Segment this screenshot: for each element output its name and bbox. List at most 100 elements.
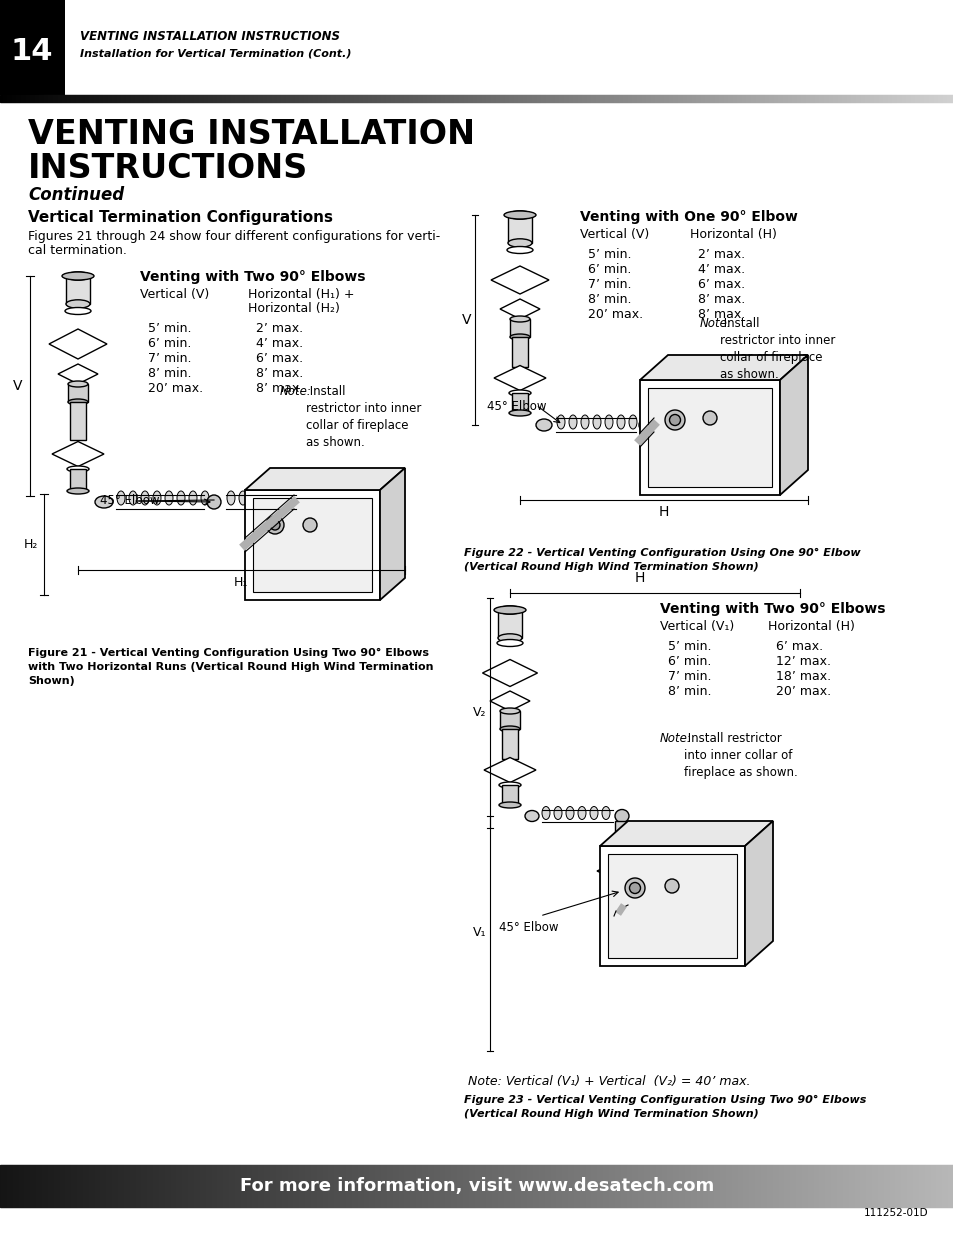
Text: 6’ min.: 6’ min. [148,337,192,350]
Bar [630,1165,631,1207]
Bar [496,95,497,103]
Bar [604,1165,605,1207]
Bar [301,1165,302,1207]
Bar [775,95,776,103]
Bar [747,1165,748,1207]
Bar [95,95,96,103]
Bar [501,1165,502,1207]
Bar [710,1165,711,1207]
Bar [63,1165,64,1207]
Bar [926,95,927,103]
Bar [477,95,478,103]
Bar [117,95,118,103]
Bar [673,95,675,103]
Bar [41,1165,42,1207]
Bar [739,95,740,103]
Bar [486,1165,488,1207]
Bar [739,1165,740,1207]
Bar [330,1165,331,1207]
Bar [81,95,82,103]
Bar [144,1165,145,1207]
Bar [388,1165,389,1207]
Bar [54,95,55,103]
Bar [540,95,541,103]
Bar [433,1165,434,1207]
Bar [213,1165,214,1207]
Text: 7’ min.: 7’ min. [667,671,711,683]
Bar [931,95,932,103]
Bar [263,95,264,103]
Bar [771,1165,772,1207]
Bar [799,1165,800,1207]
Ellipse shape [165,492,172,505]
Bar [605,1165,606,1207]
Text: Install
restrictor into inner
collar of fireplace
as shown.: Install restrictor into inner collar of … [306,385,421,450]
Bar [816,1165,817,1207]
Bar [716,1165,717,1207]
Bar [338,95,339,103]
Bar [938,95,939,103]
Bar [205,95,206,103]
Bar [379,95,380,103]
Bar [517,95,518,103]
Bar [451,1165,452,1207]
Bar [562,1165,563,1207]
Bar [934,1165,935,1207]
Bar [784,95,785,103]
Bar [606,1165,607,1207]
Bar [369,1165,370,1207]
Bar [354,1165,355,1207]
Bar [135,95,136,103]
Bar [30,1165,32,1207]
Bar [98,1165,99,1207]
Bar [832,1165,833,1207]
Bar [125,1165,126,1207]
Bar [642,1165,643,1207]
Bar [26,1165,27,1207]
Text: V: V [12,379,22,393]
Bar [943,1165,944,1207]
Bar [320,1165,322,1207]
Bar [391,1165,392,1207]
Bar [854,1165,855,1207]
Bar [47,95,48,103]
Bar [795,95,796,103]
Bar [707,95,708,103]
Bar [265,1165,266,1207]
Bar [594,1165,595,1207]
Bar [891,95,892,103]
Bar [535,95,536,103]
Bar [571,1165,572,1207]
Polygon shape [780,354,807,495]
Bar [878,1165,879,1207]
Bar [46,95,47,103]
Bar [682,1165,683,1207]
Bar [33,1165,34,1207]
Bar [804,1165,805,1207]
Bar [704,1165,705,1207]
Bar [148,1165,149,1207]
Bar [229,1165,230,1207]
Bar [11,1165,12,1207]
Bar [536,95,537,103]
Bar [13,1165,14,1207]
Bar [180,1165,181,1207]
Text: 8’ max.: 8’ max. [255,367,303,380]
Bar [500,1165,501,1207]
Text: Note:: Note: [280,385,312,398]
Bar [281,95,282,103]
Bar [503,95,504,103]
Bar [401,1165,402,1207]
Bar [613,1165,614,1207]
Bar [43,1165,44,1207]
Bar [194,1165,195,1207]
Bar [621,1165,622,1207]
Bar [782,1165,783,1207]
Text: 5’ min.: 5’ min. [148,322,192,335]
Bar [857,1165,858,1207]
Bar [942,95,943,103]
Text: 6’ min.: 6’ min. [587,263,631,275]
Bar [499,711,519,729]
Bar [823,1165,824,1207]
Bar [629,1165,630,1207]
